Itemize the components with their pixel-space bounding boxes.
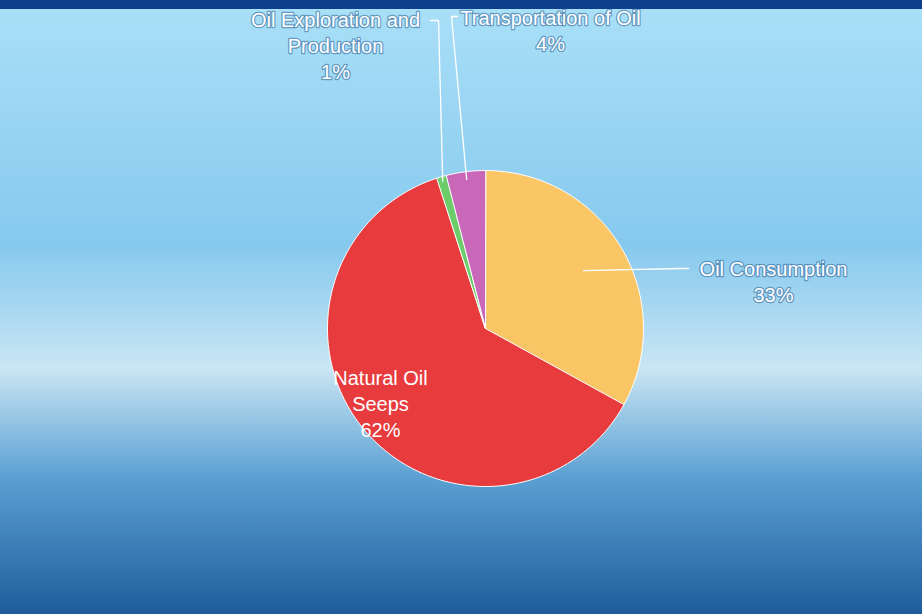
svg-text:Oil Exploration andProduction1: Oil Exploration andProduction1% xyxy=(251,9,420,83)
svg-text:Transportation of Oil4%: Transportation of Oil4% xyxy=(460,7,640,55)
svg-text:Natural OilSeeps62%: Natural OilSeeps62% xyxy=(333,367,427,441)
svg-text:Oil Consumption33%: Oil Consumption33% xyxy=(700,258,848,306)
